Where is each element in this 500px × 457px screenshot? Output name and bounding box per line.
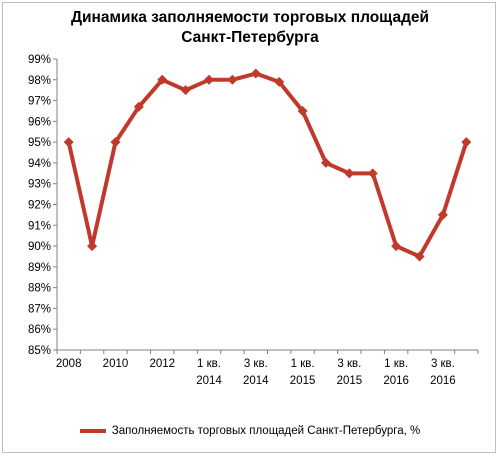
x-tick-label-year: 2015 xyxy=(290,375,316,387)
data-point xyxy=(110,137,121,148)
data-point xyxy=(297,105,308,116)
x-tick-label-year: 2016 xyxy=(430,375,456,387)
x-tick-label: 3 кв. xyxy=(431,358,455,370)
x-tick-label: 1 кв. xyxy=(291,358,315,370)
data-point xyxy=(320,157,331,168)
legend-swatch xyxy=(79,428,106,433)
x-tick-label: 2012 xyxy=(149,358,175,370)
y-tick-label: 97% xyxy=(28,96,51,108)
data-point xyxy=(437,209,448,220)
y-tick-label: 94% xyxy=(28,158,51,170)
x-axis-ticks: 2008 2010 2012 1 кв. 2014 3 кв. 2014 1 кв. 2015 3… xyxy=(56,350,479,387)
data-point xyxy=(367,168,378,179)
data-point xyxy=(63,137,74,148)
data-point xyxy=(157,74,168,85)
x-tick-label-year: 2016 xyxy=(383,375,409,387)
data-point xyxy=(204,74,215,85)
chart-title: Динамика заполняемости торговых площадей… xyxy=(0,8,500,48)
y-tick-label: 89% xyxy=(28,262,51,274)
data-point xyxy=(461,137,472,148)
data-point xyxy=(133,101,144,112)
x-tick-label: 1 кв. xyxy=(197,358,221,370)
y-tick-label: 90% xyxy=(28,241,51,253)
data-point xyxy=(227,74,238,85)
y-tick-label: 87% xyxy=(28,303,51,315)
y-tick-label: 88% xyxy=(28,283,51,295)
x-tick-label-year: 2014 xyxy=(196,375,222,387)
legend-label: Заполняемость торговых площадей Санкт-Пе… xyxy=(111,425,421,437)
x-tick-label: 3 кв. xyxy=(337,358,361,370)
x-tick-label-year: 2015 xyxy=(337,375,363,387)
y-tick-label: 93% xyxy=(28,179,51,191)
data-point xyxy=(414,251,425,262)
chart-axes xyxy=(56,59,478,351)
x-tick-label-year: 2014 xyxy=(243,375,269,387)
y-tick-label: 96% xyxy=(28,116,51,128)
y-axis-ticks: 85% 86% 87% 88% 89% 90% 91% 92% 93% 94% 95% 96% 97% 9… xyxy=(28,54,57,357)
y-tick-label: 91% xyxy=(28,220,51,232)
data-point xyxy=(391,241,402,252)
legend: Заполняемость торговых площадей Санкт-Пе… xyxy=(0,425,500,437)
y-tick-label: 85% xyxy=(28,345,51,357)
x-tick-label: 2008 xyxy=(56,358,82,370)
y-tick-label: 92% xyxy=(28,200,51,212)
data-point xyxy=(344,168,355,179)
x-tick-label: 2010 xyxy=(103,358,129,370)
y-tick-label: 86% xyxy=(28,324,51,336)
series-line xyxy=(66,71,469,259)
x-tick-label: 1 кв. xyxy=(384,358,408,370)
data-point xyxy=(250,68,261,79)
x-tick-label: 3 кв. xyxy=(244,358,268,370)
data-point xyxy=(274,76,285,87)
data-point xyxy=(180,85,191,96)
y-tick-label: 95% xyxy=(28,137,51,149)
chart-series xyxy=(63,68,472,262)
y-tick-label: 98% xyxy=(28,75,51,87)
data-point xyxy=(87,241,98,252)
chart-title-line2: Санкт-Петербурга xyxy=(181,29,319,46)
chart-title-line1: Динамика заполняемости торговых площадей xyxy=(70,9,430,26)
y-tick-label: 99% xyxy=(28,54,51,66)
